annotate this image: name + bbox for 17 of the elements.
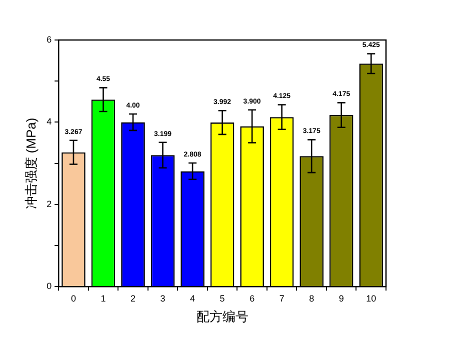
y-tick-label: 0 (46, 281, 52, 292)
x-tick-label: 5 (220, 293, 225, 304)
x-tick-label: 3 (160, 293, 166, 304)
x-tick-label: 9 (338, 293, 344, 304)
x-tick-label: 7 (279, 293, 284, 304)
y-tick-label: 4 (46, 116, 52, 127)
x-tick-label: 4 (190, 293, 196, 304)
x-tick-label: 1 (100, 293, 106, 304)
x-axis-title: 配方编号 (196, 308, 248, 324)
x-tick-label: 10 (366, 293, 376, 304)
x-tick-label: 0 (70, 293, 76, 304)
x-tick-label: 8 (309, 293, 314, 304)
y-tick-label: 6 (46, 34, 52, 44)
x-tick-label: 6 (250, 293, 255, 304)
y-axis-title: 冲击强度 (MPa) (23, 118, 38, 209)
x-tick-label: 2 (130, 293, 136, 304)
y-tick-label: 2 (46, 198, 52, 209)
